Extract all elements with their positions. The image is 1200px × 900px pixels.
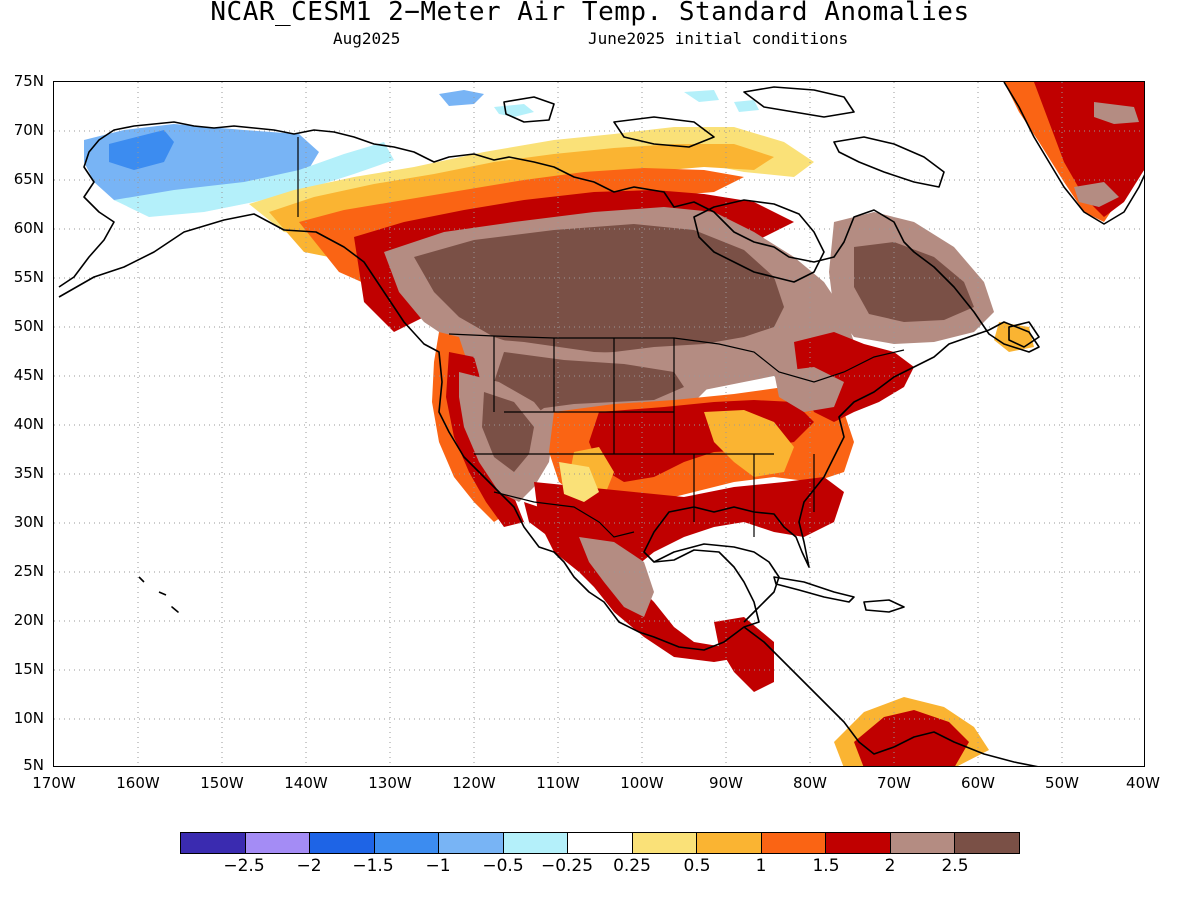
colorbar-swatch <box>826 833 891 853</box>
anomaly-shading <box>84 82 1144 766</box>
colorbar-label: 0.25 <box>613 856 651 876</box>
lon-label: 50W <box>1045 774 1079 792</box>
anomaly-central-canada-darkbrown <box>414 224 784 354</box>
political-borders <box>297 137 905 538</box>
anomaly-greenland-brown <box>1074 102 1139 207</box>
gridlines <box>54 82 1144 766</box>
colorbar-label: −1.5 <box>352 856 394 876</box>
lon-label: 130W <box>368 774 412 792</box>
lat-label: 60N <box>13 219 44 237</box>
initial-conditions: June2025 initial conditions <box>588 29 849 48</box>
coastline-central-america <box>743 626 1039 766</box>
colorbar-swatch <box>632 833 698 853</box>
colorbar-label: −2 <box>296 856 322 876</box>
coastline-banks-island <box>503 96 555 123</box>
colorbar-label: 2 <box>884 856 896 876</box>
anomaly-central-america-red <box>714 617 774 692</box>
lat-label: 35N <box>13 464 44 482</box>
colorbar-swatch <box>503 833 569 853</box>
lat-label: 70N <box>13 121 44 139</box>
lat-label: 40N <box>13 415 44 433</box>
colorbar-label: −1 <box>425 856 451 876</box>
lon-label: 160W <box>116 774 160 792</box>
colorbar-label: 1.5 <box>812 856 840 876</box>
lat-label: 20N <box>13 611 44 629</box>
coastlines <box>58 82 1144 766</box>
lon-label: 40W <box>1126 774 1160 792</box>
lat-label: 55N <box>13 268 44 286</box>
border-us-mexico <box>493 491 635 538</box>
lat-label: 75N <box>13 72 44 90</box>
anomaly-mexico-brown <box>579 537 654 617</box>
colorbar-label: 2.5 <box>941 856 969 876</box>
lon-label: 150W <box>200 774 244 792</box>
colorbar-swatch <box>181 833 246 853</box>
anomaly-mexico-yellow <box>559 462 599 502</box>
colorbar-swatch <box>761 833 827 853</box>
lat-label: 25N <box>13 562 44 580</box>
colorbar <box>180 832 1020 854</box>
coastline-hudson-bay <box>693 199 825 283</box>
lon-label: 100W <box>620 774 664 792</box>
coastline-cuba <box>773 576 855 603</box>
border-us-canada <box>448 333 905 383</box>
colorbar-label: 1 <box>755 856 767 876</box>
coastline-greenland <box>1003 82 1144 225</box>
colorbar-label: −2.5 <box>223 856 265 876</box>
anomaly-ohio-valley-yellow <box>569 410 794 502</box>
anomaly-arctic-west-blue <box>439 90 484 106</box>
colorbar-swatch <box>439 833 504 853</box>
anomaly-map <box>53 81 1145 767</box>
colorbar-swatch <box>245 833 311 853</box>
colorbar-swatch <box>697 833 762 853</box>
anomaly-northern-plains-darkbrown <box>494 352 684 422</box>
colorbar-swatch <box>374 833 440 853</box>
anomaly-alaska-south-light <box>114 142 394 217</box>
lon-label: 90W <box>709 774 743 792</box>
coastline-baffin-island <box>833 136 945 188</box>
lat-label: 15N <box>13 660 44 678</box>
anomaly-alaska-core <box>109 130 174 170</box>
colorbar-label: −0.25 <box>540 856 594 876</box>
anomaly-map-svg <box>54 82 1144 766</box>
lon-label: 140W <box>284 774 328 792</box>
colorbar-swatch <box>310 833 375 853</box>
anomaly-quebec-darkbrown <box>854 242 974 322</box>
lat-label: 65N <box>13 170 44 188</box>
coastline-gulf-of-mexico <box>653 543 780 623</box>
coastline-hispaniola <box>863 599 905 613</box>
forecast-month: Aug2025 <box>333 29 401 48</box>
lon-label: 70W <box>877 774 911 792</box>
coastline-ellesmere <box>743 86 855 118</box>
colorbar-swatch <box>568 833 633 853</box>
lat-label: 10N <box>13 709 44 727</box>
lon-label: 60W <box>961 774 995 792</box>
coastline-hawaii <box>138 576 179 613</box>
lon-label: 110W <box>536 774 580 792</box>
lon-label: 120W <box>452 774 496 792</box>
lat-label: 5N <box>23 756 44 774</box>
lat-label: 50N <box>13 317 44 335</box>
anomaly-arctic-central-light <box>494 90 759 117</box>
lat-label: 30N <box>13 513 44 531</box>
lon-label: 80W <box>793 774 827 792</box>
border-us-states <box>474 336 815 537</box>
colorbar-swatch <box>955 833 1019 853</box>
coastline-north-america <box>58 121 1040 651</box>
coastline-victoria-island <box>613 116 715 148</box>
map-title: NCAR_CESM1 2−Meter Air Temp. Standard An… <box>210 0 970 27</box>
colorbar-swatch <box>890 833 956 853</box>
lat-label: 45N <box>13 366 44 384</box>
colorbar-label: −0.5 <box>482 856 524 876</box>
coastline-newfoundland <box>1008 321 1040 348</box>
lon-label: 170W <box>32 774 76 792</box>
colorbar-label: 0.5 <box>683 856 711 876</box>
